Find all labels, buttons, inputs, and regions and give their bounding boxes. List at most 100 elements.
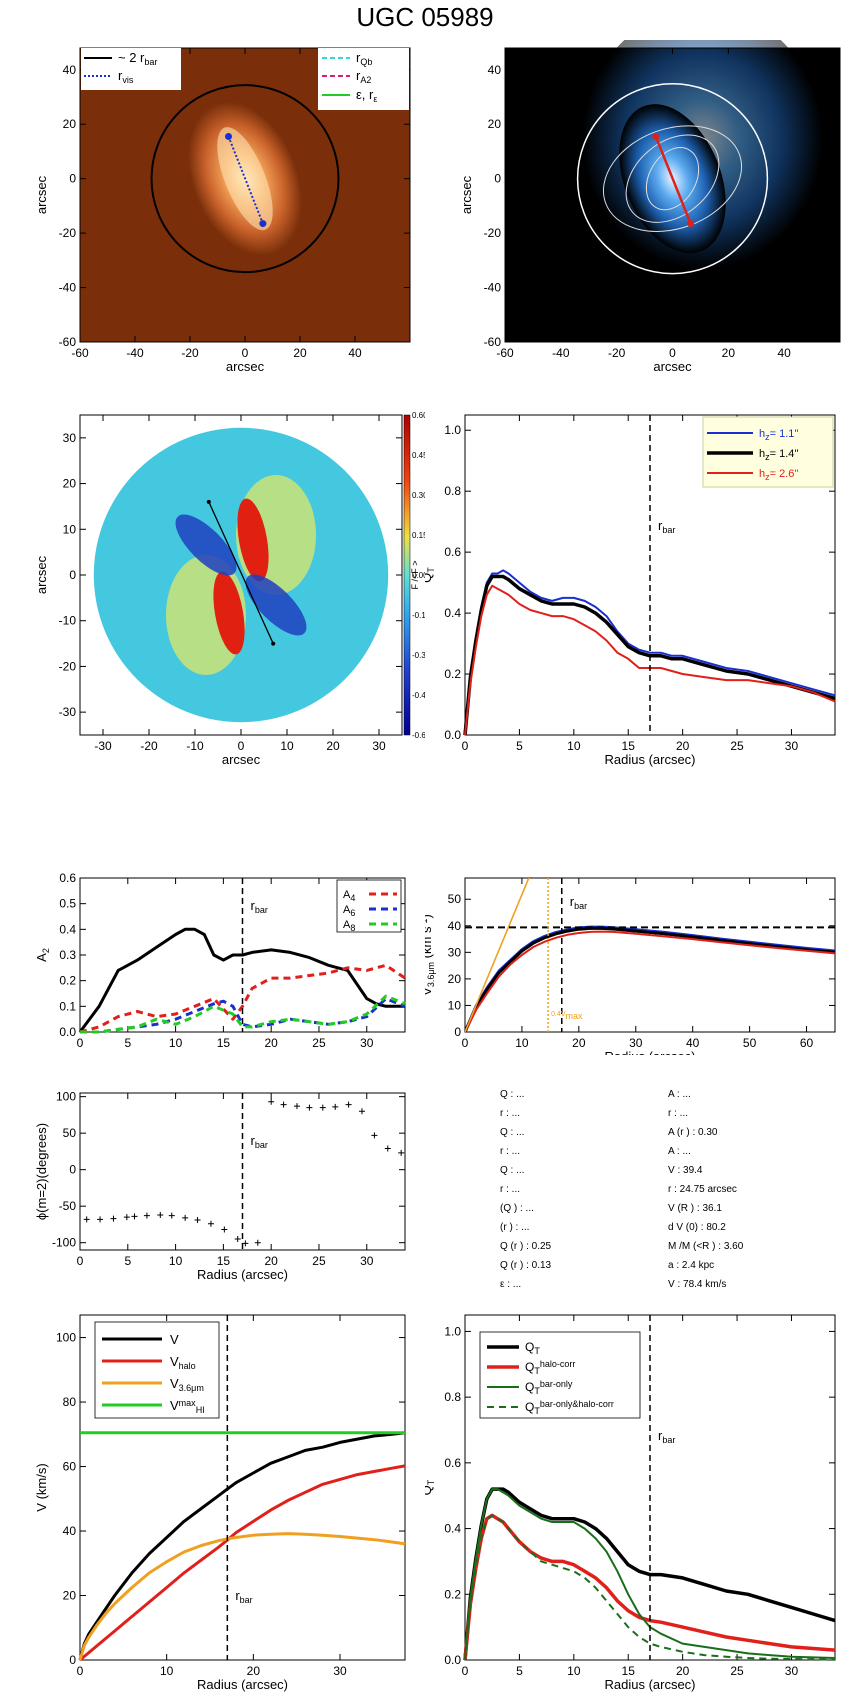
param-row: Q (r ) : 0.13 [500, 1260, 552, 1271]
x-tick-label: 15 [622, 739, 636, 753]
x-tick-label: -60 [496, 346, 514, 360]
y-axis-label: QT [425, 567, 436, 583]
x-tick-label: 0 [77, 1664, 84, 1678]
phase-point [182, 1214, 189, 1221]
y-tick-label: 80 [63, 1395, 77, 1409]
colorbar-tick-label: 0.45 [412, 451, 425, 460]
x-tick-label: 25 [312, 1036, 326, 1050]
y-tick-label: -20 [484, 226, 502, 240]
panel-qt-hz: 0 5 10 15 20 25 30 0.0 0.2 0.4 0.6 0.8 1.0 Radius (ar… [425, 400, 850, 780]
param-row: V : 78.4 km/s [668, 1279, 727, 1290]
rbar-label: rbar [658, 1428, 675, 1445]
y-tick-label: 0 [69, 568, 76, 582]
rotation-curve-plot: 0 10 20 30 0 20 40 60 80 100 Radius (arcsec) V (km/… [34, 1314, 406, 1692]
y-tick-label: -50 [59, 1199, 77, 1213]
y-tick-label: 0 [69, 172, 76, 186]
image-left-plot: -60 -40 -20 0 20 40 -60 -40 -20 0 20 40 arcsec arcsec… [34, 47, 411, 374]
y-tick-label: 0 [69, 1163, 76, 1177]
y-tick-label: 40 [488, 63, 502, 77]
x-tick-label: 25 [730, 1664, 744, 1678]
phase-point [242, 1240, 249, 1247]
param-row: Q : ... [500, 1127, 525, 1138]
legend-label: V [170, 1332, 179, 1347]
x-tick-label: 30 [333, 1664, 347, 1678]
force-map-disk [93, 427, 389, 723]
x-tick-label: 20 [264, 1254, 278, 1268]
x-tick-label: 15 [217, 1036, 231, 1050]
rbar-label: rbar [251, 1133, 268, 1150]
y-tick-label: 1.0 [444, 1324, 461, 1338]
phase-point [207, 1220, 214, 1227]
x-tick-label: 40 [348, 346, 362, 360]
x-tick-label: 10 [567, 739, 581, 753]
y-axis-label: V3.6μm (km s-1) [425, 914, 436, 996]
x-axis-label: Radius (arcsec) [604, 1677, 695, 1692]
legend-label: QT [525, 1340, 540, 1356]
y-tick-label: 50 [63, 1126, 77, 1140]
bar-end-dot [652, 132, 660, 140]
x-tick-label: 10 [169, 1036, 183, 1050]
x-tick-label: 20 [676, 739, 690, 753]
x-tick-label: 5 [124, 1254, 131, 1268]
contour-line [645, 147, 700, 211]
x-tick-label: 20 [247, 1664, 261, 1678]
y-axis-label: ϕ(m=2)(degrees) [34, 1123, 49, 1220]
legend-label: QTbar-only&halo-corr [525, 1399, 614, 1415]
qt-components-plot: 0 5 10 15 20 25 30 0.0 0.2 0.4 0.6 0.8 1.0 Radius (ar… [425, 1314, 836, 1692]
qt-hz-series-line [464, 569, 836, 736]
phase-point [123, 1214, 130, 1221]
param-row: r : ... [500, 1108, 520, 1119]
y-tick-label: 0.3 [59, 948, 76, 962]
phase-point [83, 1216, 90, 1223]
parameter-column-left: Q : ... r : ... Q : ... r : ... Q : ... … [500, 1085, 665, 1294]
y-tick-label: 0.5 [59, 897, 76, 911]
x-tick-label: 20 [264, 1036, 278, 1050]
phase-point [345, 1101, 352, 1108]
rbar-label: rbar [658, 518, 675, 535]
param-row: d V (0) : 80.2 [668, 1222, 726, 1233]
y-tick-label: 20 [488, 117, 502, 131]
rotation-series-line [78, 1431, 406, 1661]
panel-a2: 0 5 10 15 20 25 30 0.0 0.1 0.2 0.3 0.4 0.5 0.6 A2 rbar A… [0, 870, 425, 1055]
x-tick-label: 5 [516, 739, 523, 753]
y-tick-label: 0.6 [444, 545, 461, 559]
y-axis-label: arcsec [34, 175, 49, 214]
param-row: a : 2.4 kpc [668, 1260, 715, 1271]
plot-frame [79, 1314, 406, 1661]
phase-point [97, 1216, 104, 1223]
x-tick-label: 0 [462, 739, 469, 753]
x-tick-label: 20 [326, 739, 340, 753]
legend-label: ~ 2 rbar [118, 50, 157, 67]
a2-plot: 0 5 10 15 20 25 30 0.0 0.1 0.2 0.3 0.4 0.5 0.6 A2 rbar A… [34, 871, 406, 1050]
legend-label: rA2 [356, 68, 371, 85]
colorbar-tick-label: -0.45 [412, 691, 425, 700]
force-peak-region [213, 571, 245, 655]
y-tick-label: 0.2 [444, 1587, 461, 1601]
bar-axis-line [208, 501, 274, 644]
y-tick-label: 0 [454, 1025, 461, 1039]
qt-component-series-line [464, 1488, 836, 1661]
param-row: ε : ... [500, 1279, 522, 1290]
bar-end-dot [271, 641, 276, 646]
y-tick-label: 0.4 [444, 606, 461, 620]
panel-qt-components: 0 5 10 15 20 25 30 0.0 0.2 0.4 0.6 0.8 1.0 Radius (ar… [425, 1300, 850, 1700]
x-tick-label: 60 [800, 1036, 814, 1050]
a2-series-line [78, 927, 405, 1033]
x-tick-label: 40 [686, 1036, 700, 1050]
x-tick-label: 0 [77, 1036, 84, 1050]
x-tick-label: 30 [785, 1664, 799, 1678]
colorbar-tick-label: 0.60 [412, 411, 425, 420]
y-tick-label: 0.6 [444, 1456, 461, 1470]
param-row: Q (r ) : 0.25 [500, 1241, 552, 1252]
y-tick-label: 0.6 [59, 871, 76, 885]
legend-label: ε, rε [356, 87, 377, 104]
v36-series-line [465, 878, 530, 1032]
plot-frame [464, 877, 836, 1033]
x-tick-label: -20 [608, 346, 626, 360]
x-tick-label: 15 [217, 1254, 231, 1268]
y-tick-label: 0.0 [444, 1653, 461, 1667]
legend-label: A4 [343, 889, 355, 903]
param-row: Q : ... [500, 1089, 525, 1100]
x-tick-label: 30 [360, 1036, 374, 1050]
x-tick-label: 0 [669, 346, 676, 360]
